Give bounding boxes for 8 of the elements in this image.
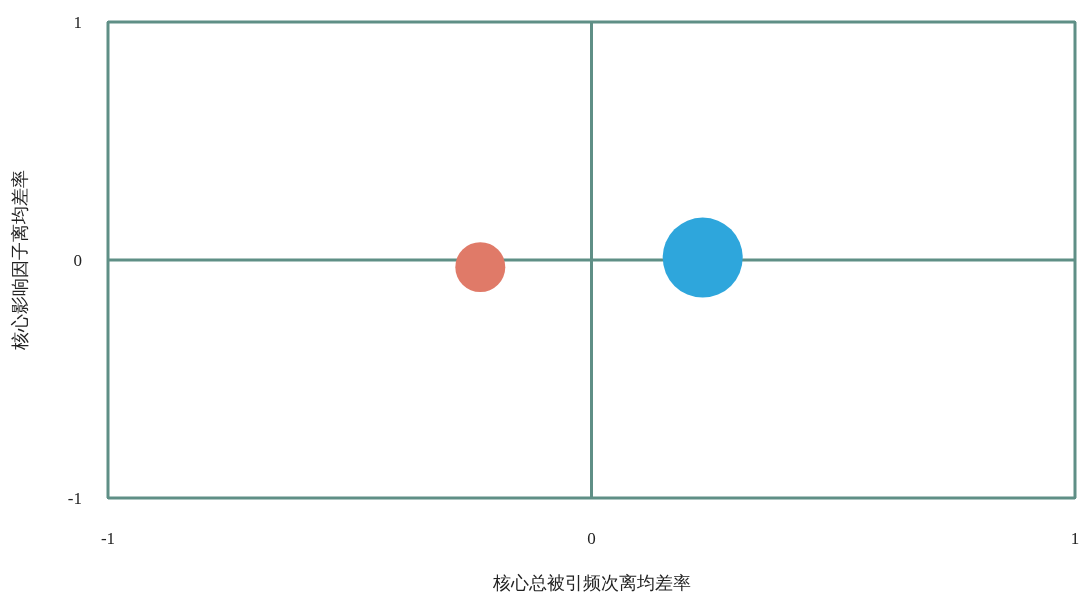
x-tick-label: 0: [587, 529, 596, 548]
x-tick-label: -1: [100, 529, 116, 548]
y-tick-label: -1: [67, 489, 82, 508]
x-axis-title: 核心总被引频次离均差率: [491, 573, 691, 593]
y-tick-label: 1: [73, 13, 82, 32]
y-tick-label: 0: [73, 251, 82, 270]
y-axis-title: 核心影响因子离均差率: [10, 170, 30, 351]
x-tick-label: 1: [1070, 529, 1079, 548]
